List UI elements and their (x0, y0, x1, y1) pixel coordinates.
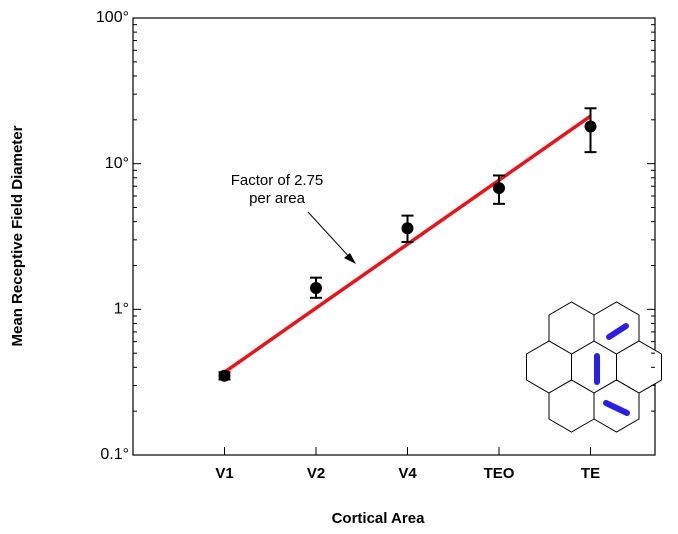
point (219, 370, 231, 382)
x-tick-label: V4 (398, 465, 417, 482)
x-tick-label: V2 (307, 465, 325, 482)
point (402, 222, 414, 234)
x-tick-label: TE (581, 465, 600, 482)
y-tick-label: 0.1° (100, 446, 129, 463)
point (585, 120, 597, 132)
y-tick-label: 1° (114, 301, 129, 318)
point (310, 282, 322, 294)
x-tick-label: TEO (484, 465, 515, 482)
annotation: Factor of 2.75 (231, 172, 324, 189)
arrow-head (344, 253, 356, 264)
chart: Cortical Area Mean Receptive Field Diame… (0, 0, 678, 529)
y-tick-label: 100° (96, 9, 129, 26)
y-tick-label: 10° (105, 155, 129, 172)
x-tick-label: V1 (215, 465, 233, 482)
arrow (308, 212, 352, 260)
point (493, 182, 505, 194)
y-axis-label: Mean Receptive Field Diameter (9, 125, 26, 346)
fit-line (225, 116, 591, 372)
annotation: per area (249, 190, 306, 207)
x-axis-label: Cortical Area (332, 510, 425, 527)
